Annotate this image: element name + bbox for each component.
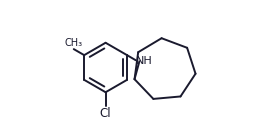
Text: Cl: Cl — [100, 107, 111, 120]
Text: CH₃: CH₃ — [64, 38, 82, 48]
Text: NH: NH — [136, 56, 153, 66]
